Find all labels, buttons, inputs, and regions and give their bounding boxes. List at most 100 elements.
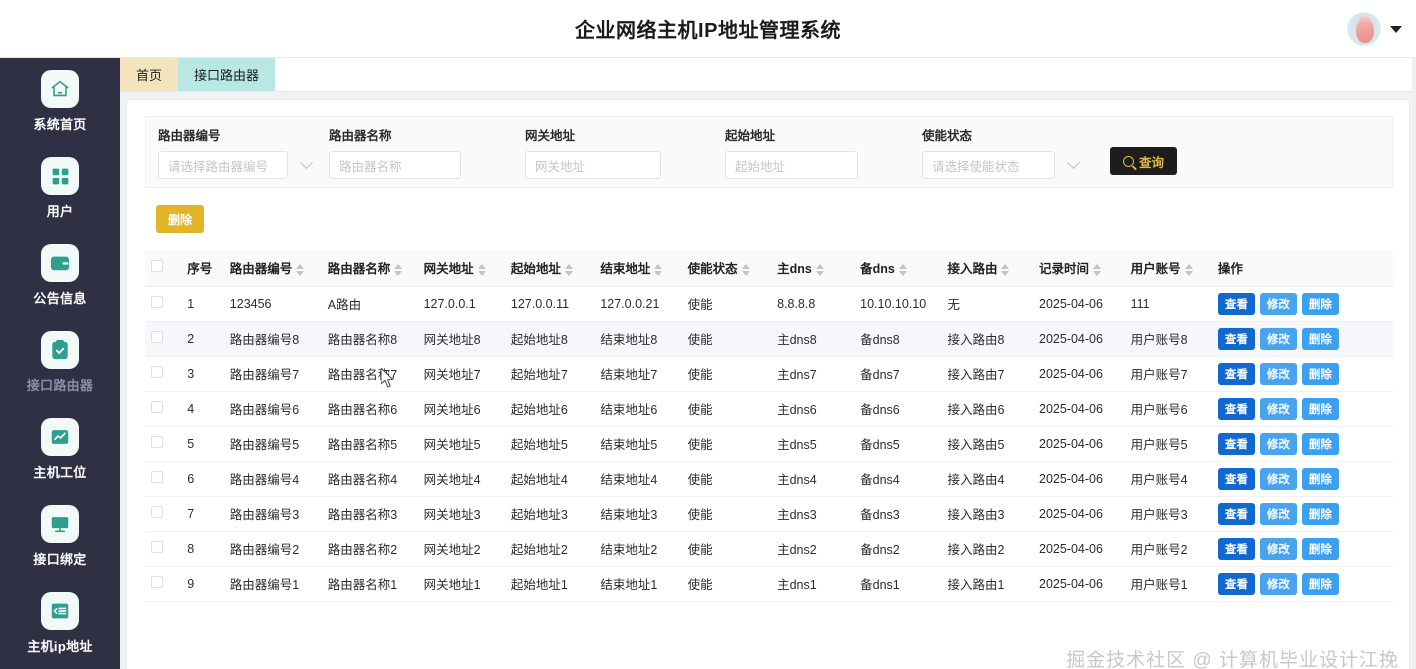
col-header-label: 结束地址 bbox=[600, 262, 651, 277]
sidebar-item-4[interactable]: 接口路由器 bbox=[0, 319, 120, 406]
row-action-del-button[interactable]: 删除 bbox=[1301, 397, 1339, 420]
sidebar-item-5[interactable]: 主机工位 bbox=[0, 406, 120, 493]
col-header-router_name[interactable]: 路由器名称 bbox=[321, 250, 418, 287]
row-checkbox[interactable] bbox=[151, 331, 163, 343]
row-action-del-button[interactable]: 删除 bbox=[1301, 292, 1339, 315]
sidebar-item-3[interactable]: 公告信息 bbox=[0, 232, 120, 319]
row-action-edit-button[interactable]: 修改 bbox=[1259, 537, 1297, 560]
sort-icon[interactable] bbox=[1001, 263, 1010, 276]
table-row[interactable]: 4 路由器编号6 路由器名称6 网关地址6 起始地址6 结束地址6 使能 主dns6 备dns6… bbox=[145, 391, 1393, 427]
select-all-checkbox[interactable] bbox=[151, 260, 163, 273]
search-button[interactable]: 查询 bbox=[1110, 147, 1178, 175]
sort-icon[interactable] bbox=[654, 263, 663, 276]
row-checkbox[interactable] bbox=[151, 471, 163, 483]
tab-1[interactable]: 首页 bbox=[120, 58, 179, 91]
row-action-del-button[interactable]: 删除 bbox=[1301, 432, 1339, 455]
row-action-del-button[interactable]: 删除 bbox=[1301, 327, 1339, 350]
col-header-user_account[interactable]: 用户账号 bbox=[1124, 250, 1212, 287]
cell-ops: 查看 修改 删除 bbox=[1211, 461, 1393, 497]
row-checkbox[interactable] bbox=[151, 541, 163, 553]
header-user-area[interactable] bbox=[1347, 0, 1402, 58]
row-checkbox[interactable] bbox=[151, 366, 163, 378]
sidebar-item-7[interactable]: 主机ip地址 bbox=[0, 580, 120, 667]
row-checkbox[interactable] bbox=[151, 436, 163, 448]
row-checkbox[interactable] bbox=[151, 296, 163, 308]
sort-icon[interactable] bbox=[477, 263, 486, 276]
sort-icon[interactable] bbox=[1093, 263, 1102, 276]
row-action-edit-button[interactable]: 修改 bbox=[1259, 502, 1297, 525]
row-action-edit-button[interactable]: 修改 bbox=[1259, 397, 1297, 420]
tab-2[interactable]: 接口路由器 bbox=[178, 58, 276, 91]
row-action-view-button[interactable]: 查看 bbox=[1217, 432, 1255, 455]
sort-icon[interactable] bbox=[1184, 263, 1193, 276]
row-action-del-button[interactable]: 删除 bbox=[1301, 467, 1339, 490]
sort-icon[interactable] bbox=[394, 263, 403, 276]
row-action-del-button[interactable]: 删除 bbox=[1301, 502, 1339, 525]
row-checkbox[interactable] bbox=[151, 506, 163, 518]
table-row[interactable]: 3 路由器编号7 路由器名称7 网关地址7 起始地址7 结束地址7 使能 主dns7 备dns7… bbox=[145, 356, 1393, 392]
chevron-down-icon[interactable] bbox=[300, 155, 313, 169]
avatar[interactable] bbox=[1347, 12, 1381, 46]
sidebar-item-1[interactable]: 系统首页 bbox=[0, 58, 120, 145]
col-header-router_no[interactable]: 路由器编号 bbox=[223, 250, 322, 287]
sidebar-item-2[interactable]: 用户 bbox=[0, 145, 120, 232]
filter-input-4[interactable]: 起始地址 bbox=[725, 151, 858, 179]
filter-input-5[interactable]: 请选择使能状态 bbox=[922, 151, 1055, 179]
sort-icon[interactable] bbox=[564, 263, 573, 276]
row-action-del-button[interactable]: 删除 bbox=[1301, 572, 1339, 595]
cell-backup_dns: 10.10.10.10 bbox=[854, 286, 942, 322]
row-action-edit-button[interactable]: 修改 bbox=[1259, 292, 1297, 315]
cell-index: 4 bbox=[181, 391, 224, 427]
col-header-backup_dns[interactable]: 备dns bbox=[854, 250, 942, 287]
row-action-view-button[interactable]: 查看 bbox=[1217, 362, 1255, 385]
table-row[interactable]: 8 路由器编号2 路由器名称2 网关地址2 起始地址2 结束地址2 使能 主dns2 备dns2… bbox=[145, 531, 1393, 567]
row-action-edit-button[interactable]: 修改 bbox=[1259, 572, 1297, 595]
table-row[interactable]: 2 路由器编号8 路由器名称8 网关地址8 起始地址8 结束地址8 使能 主dns8 备dns8… bbox=[145, 321, 1393, 357]
row-action-edit-button[interactable]: 修改 bbox=[1259, 362, 1297, 385]
sort-icon[interactable] bbox=[898, 263, 907, 276]
col-header-access_route[interactable]: 接入路由 bbox=[941, 250, 1033, 287]
filter-input-2[interactable]: 路由器名称 bbox=[329, 151, 461, 179]
table-row[interactable]: 7 路由器编号3 路由器名称3 网关地址3 起始地址3 结束地址3 使能 主dns3 备dns3… bbox=[145, 496, 1393, 532]
row-checkbox[interactable] bbox=[151, 576, 163, 588]
col-header-start_addr[interactable]: 起始地址 bbox=[504, 250, 595, 287]
row-checkbox[interactable] bbox=[151, 401, 163, 413]
row-action-edit-button[interactable]: 修改 bbox=[1259, 467, 1297, 490]
table-row[interactable]: 9 路由器编号1 路由器名称1 网关地址1 起始地址1 结束地址1 使能 主dns1 备dns1… bbox=[145, 566, 1393, 602]
chevron-down-icon[interactable] bbox=[1067, 155, 1080, 169]
filter-input-1[interactable]: 请选择路由器编号 bbox=[158, 151, 288, 179]
cell-router_no: 123456 bbox=[223, 286, 322, 322]
table-row[interactable]: 1 123456 A路由 127.0.0.1 127.0.0.11 127.0.0.21 使… bbox=[145, 286, 1393, 322]
row-action-view-button[interactable]: 查看 bbox=[1217, 537, 1255, 560]
row-action-del-button[interactable]: 删除 bbox=[1301, 537, 1339, 560]
sort-icon[interactable] bbox=[815, 263, 824, 276]
col-header-record_time[interactable]: 记录时间 bbox=[1033, 250, 1125, 287]
col-header-enable_state[interactable]: 使能状态 bbox=[681, 250, 772, 287]
col-header-gateway[interactable]: 网关地址 bbox=[417, 250, 505, 287]
col-header-end_addr[interactable]: 结束地址 bbox=[594, 250, 682, 287]
cell-enable_state: 使能 bbox=[681, 391, 772, 427]
sort-icon[interactable] bbox=[741, 263, 750, 276]
row-action-view-button[interactable]: 查看 bbox=[1217, 502, 1255, 525]
sidebar-item-label: 接口绑定 bbox=[33, 552, 87, 567]
row-action-del-button[interactable]: 删除 bbox=[1301, 362, 1339, 385]
sidebar-item-6[interactable]: 接口绑定 bbox=[0, 493, 120, 580]
sidebar-item-label: 系统首页 bbox=[33, 117, 87, 132]
row-action-view-button[interactable]: 查看 bbox=[1217, 327, 1255, 350]
row-action-view-button[interactable]: 查看 bbox=[1217, 397, 1255, 420]
table-row[interactable]: 6 路由器编号4 路由器名称4 网关地址4 起始地址4 结束地址4 使能 主dns4 备dns4… bbox=[145, 461, 1393, 497]
vertical-scrollbar[interactable] bbox=[1412, 58, 1416, 669]
chevron-down-icon[interactable] bbox=[1390, 25, 1402, 33]
row-action-view-button[interactable]: 查看 bbox=[1217, 572, 1255, 595]
bulk-delete-button[interactable]: 删除 bbox=[156, 205, 205, 233]
row-action-edit-button[interactable]: 修改 bbox=[1259, 327, 1297, 350]
cell-main_dns: 主dns6 bbox=[771, 391, 855, 427]
cell-enable_state: 使能 bbox=[681, 531, 772, 567]
row-action-view-button[interactable]: 查看 bbox=[1217, 292, 1255, 315]
sort-icon[interactable] bbox=[296, 263, 305, 276]
row-action-view-button[interactable]: 查看 bbox=[1217, 467, 1255, 490]
filter-input-3[interactable]: 网关地址 bbox=[525, 151, 661, 179]
table-row[interactable]: 5 路由器编号5 路由器名称5 网关地址5 起始地址5 结束地址5 使能 主dns5 备dns5… bbox=[145, 426, 1393, 462]
col-header-main_dns[interactable]: 主dns bbox=[771, 250, 855, 287]
row-action-edit-button[interactable]: 修改 bbox=[1259, 432, 1297, 455]
